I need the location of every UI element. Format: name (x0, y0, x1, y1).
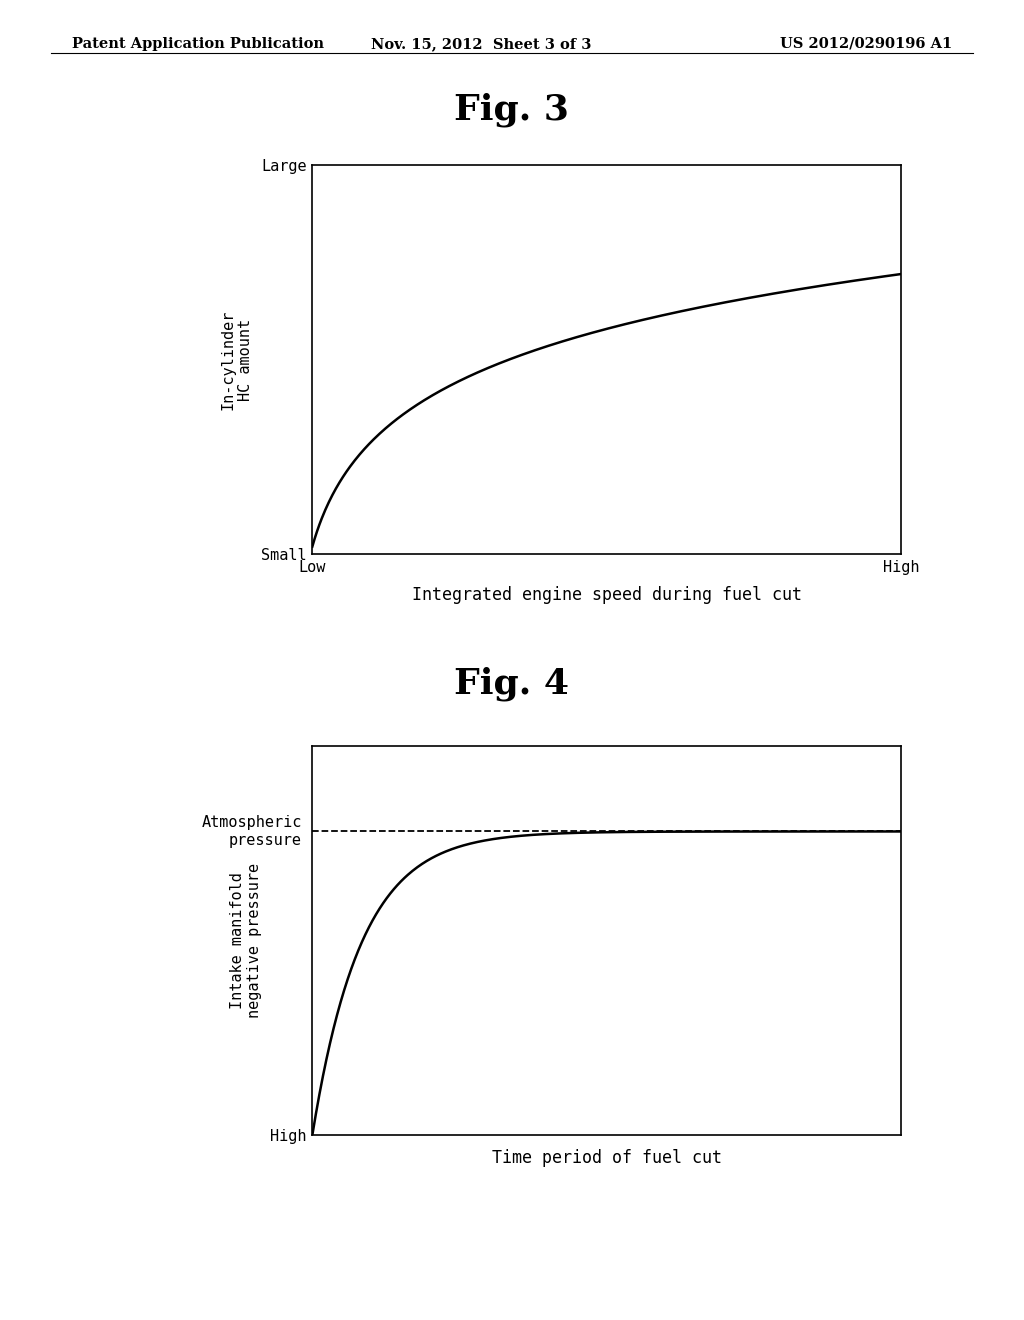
X-axis label: Integrated engine speed during fuel cut: Integrated engine speed during fuel cut (412, 586, 802, 605)
Y-axis label: Intake manifold
negative pressure: Intake manifold negative pressure (229, 863, 262, 1018)
Text: Fig. 4: Fig. 4 (455, 667, 569, 701)
Text: Atmospheric
pressure: Atmospheric pressure (202, 816, 302, 847)
Text: Nov. 15, 2012  Sheet 3 of 3: Nov. 15, 2012 Sheet 3 of 3 (371, 37, 592, 51)
Text: Fig. 3: Fig. 3 (455, 92, 569, 127)
Text: US 2012/0290196 A1: US 2012/0290196 A1 (780, 37, 952, 51)
Y-axis label: In-cylinder
HC amount: In-cylinder HC amount (220, 309, 253, 411)
Text: Patent Application Publication: Patent Application Publication (72, 37, 324, 51)
X-axis label: Time period of fuel cut: Time period of fuel cut (492, 1150, 722, 1167)
